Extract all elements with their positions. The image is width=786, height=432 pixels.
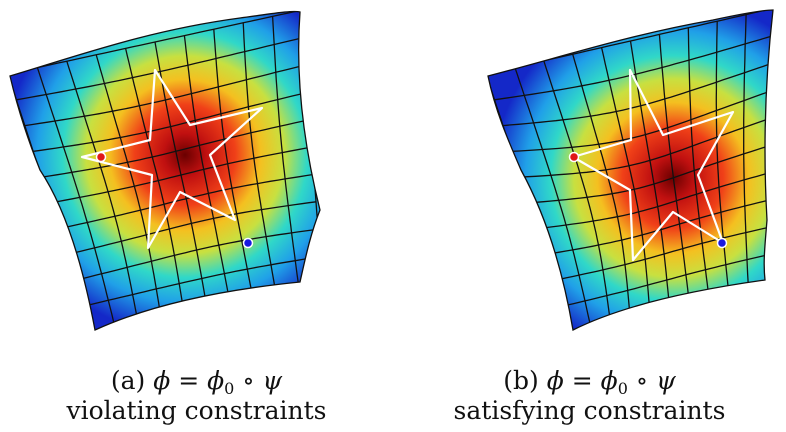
- mesh-border-b: [487, 9, 774, 331]
- caption-label-a: (a): [110, 366, 146, 395]
- grid-col-line: [687, 27, 710, 298]
- deformation-figure-b: [487, 9, 774, 331]
- caption-description-b: satisfying constraints: [453, 396, 726, 425]
- panel-b: (b) ϕ = ϕ0 ∘ ψ satisfying constraints: [393, 0, 786, 432]
- grid-row-line: [83, 255, 320, 307]
- grid-row-line: [49, 146, 313, 204]
- formula-sub-a: 0: [224, 379, 235, 398]
- grid-row-line: [553, 226, 770, 282]
- star-outline-b: [571, 68, 735, 262]
- caption-formula-b: (b) ϕ = ϕ0 ∘ ψ: [393, 366, 786, 404]
- target-point-b: [716, 237, 728, 249]
- grid-row-line: [536, 171, 771, 230]
- caption-description-a: violating constraints: [66, 396, 327, 425]
- grid-row-line: [528, 144, 772, 204]
- formula-rhs-b: ψ: [656, 366, 676, 395]
- grid-row-line: [75, 228, 319, 282]
- formula-op-b: ∘: [635, 366, 649, 395]
- formula-op-a: ∘: [242, 366, 255, 395]
- star-outline-a: [80, 68, 264, 250]
- grid-col-line: [743, 14, 749, 288]
- mesh-border-a: [9, 10, 321, 331]
- grid-col-line: [658, 34, 690, 303]
- deformation-figure-a: [9, 10, 321, 331]
- grid-col-line: [271, 16, 300, 289]
- grid-row-line: [562, 253, 769, 307]
- formula-eq-a: =: [178, 366, 200, 395]
- formula-rhs-a: ψ: [262, 366, 283, 395]
- formula-lhs-b: ϕ: [546, 366, 564, 395]
- grid-row-line: [66, 201, 317, 256]
- source-point-a: [95, 151, 107, 163]
- source-point-b: [568, 151, 580, 163]
- grid-col-line: [183, 35, 231, 304]
- formula-sub-b: 0: [617, 379, 628, 398]
- formula-base-a: ϕ: [207, 366, 225, 395]
- grid-col-line: [242, 22, 277, 294]
- caption-formula-a: (a) ϕ = ϕ0 ∘ ψ: [0, 366, 393, 404]
- grid-row-line: [545, 199, 771, 256]
- formula-eq-b: =: [571, 366, 593, 395]
- formula-base-b: ϕ: [600, 366, 618, 395]
- grid-col-line: [213, 29, 254, 299]
- formula-lhs-a: ϕ: [153, 366, 171, 395]
- target-point-a: [242, 237, 254, 249]
- grid-row-line: [58, 173, 315, 230]
- caption-label-b: (b): [503, 366, 539, 395]
- panel-a: (a) ϕ = ϕ0 ∘ ψ violating constraints: [0, 10, 393, 425]
